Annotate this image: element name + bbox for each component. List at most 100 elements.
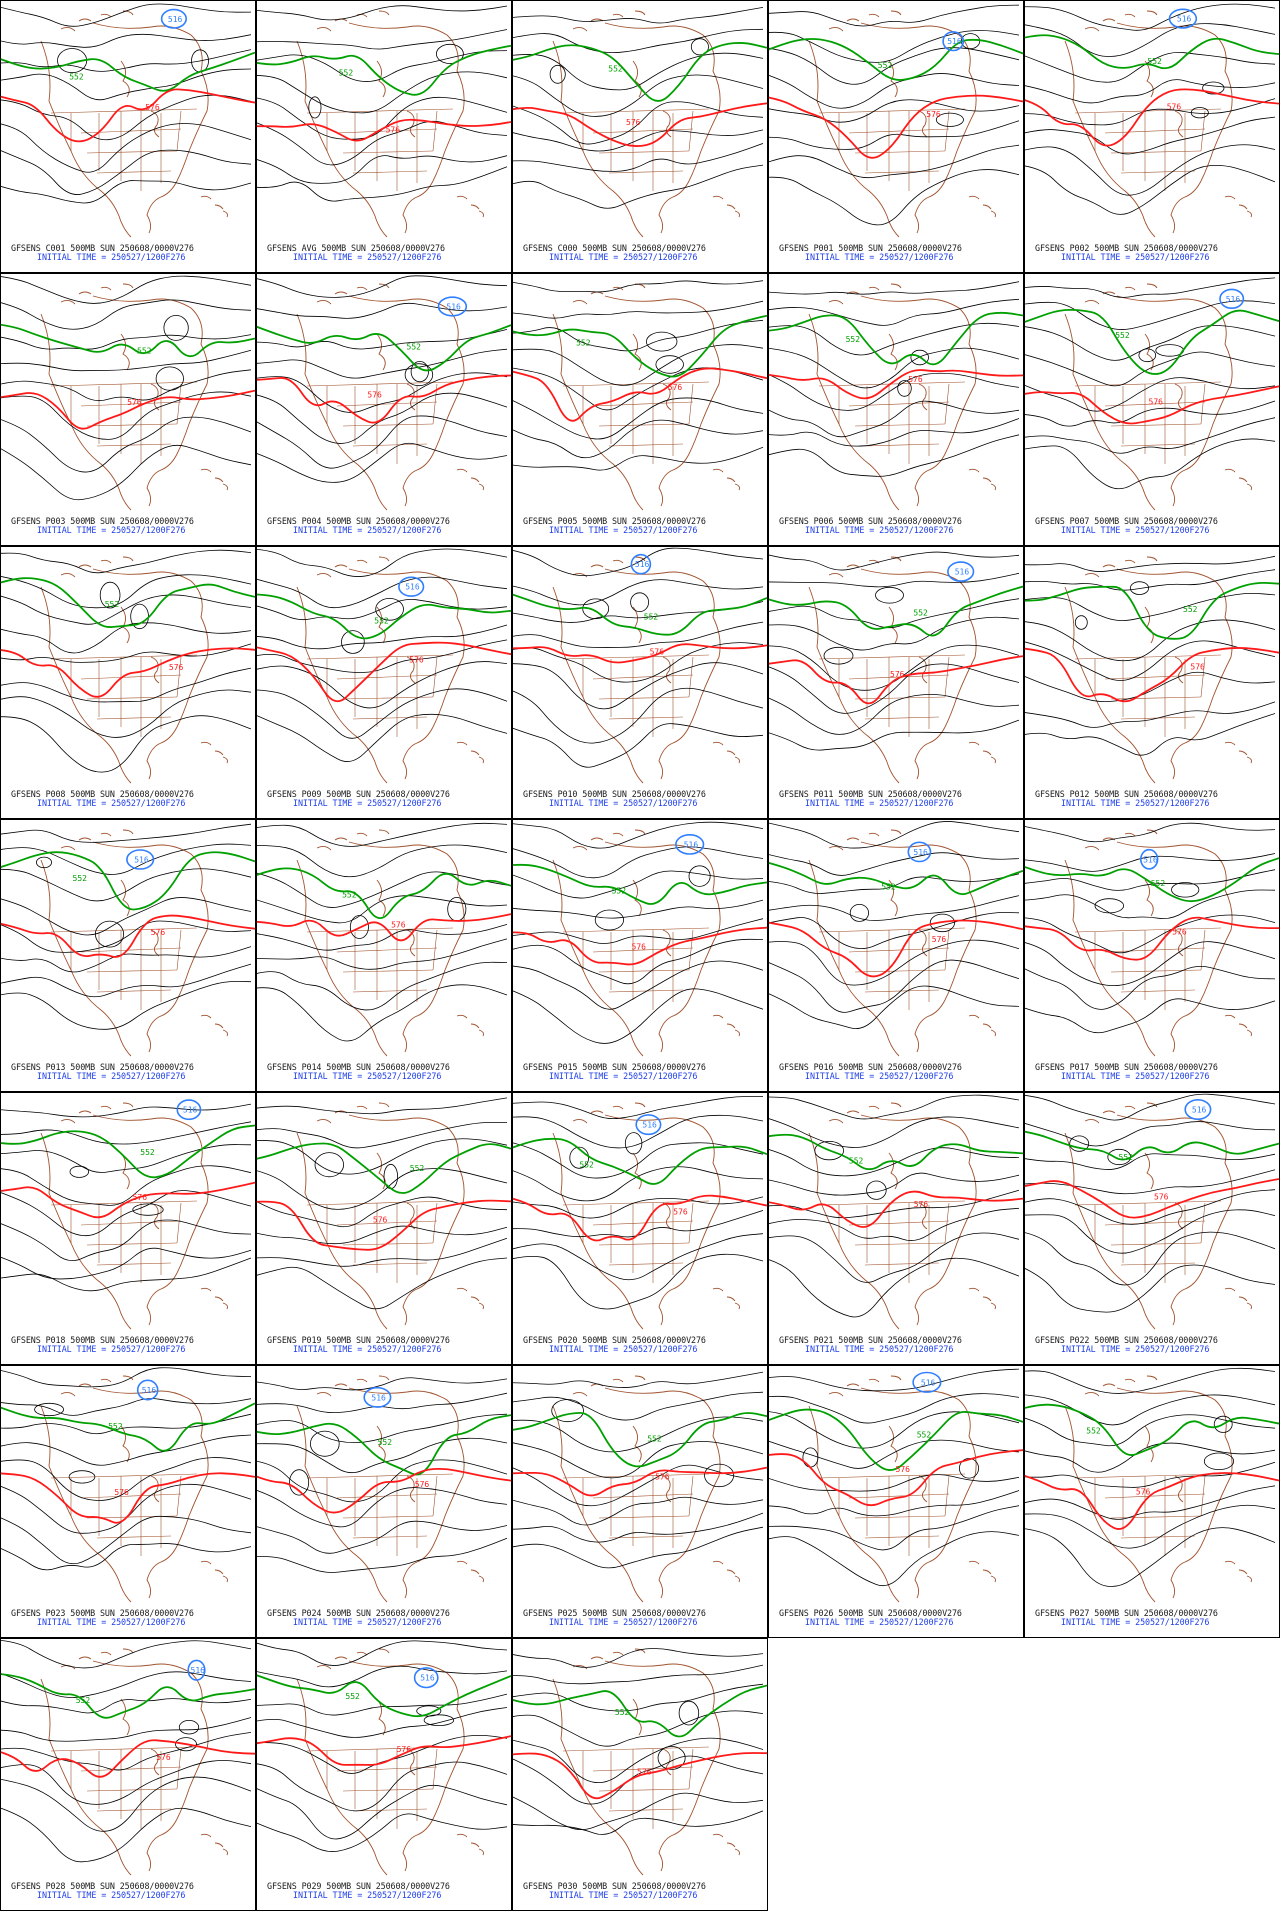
height-contour-line: [257, 1413, 508, 1444]
coastline: [402, 180, 434, 234]
contour-552-label: 552: [878, 61, 893, 70]
closed-height-contour: [582, 598, 610, 620]
contour-552-line: [769, 1408, 1023, 1471]
height-contour-line: [1, 123, 252, 173]
panel-initial-time: INITIAL TIME = 250527/1200F276: [37, 798, 186, 808]
height-contour-map: 552 576 516: [1, 823, 255, 1057]
coastline: [828, 1375, 902, 1397]
height-contour-line: [1, 3, 252, 27]
height-contour-line: [513, 344, 764, 386]
state-border: [688, 1202, 694, 1244]
coastline: [92, 1660, 209, 1820]
height-contour-line: [513, 1114, 764, 1149]
state-border: [598, 1242, 690, 1246]
contour-552-label: 552: [846, 335, 861, 344]
state-border: [608, 1535, 684, 1539]
height-contour-line: [513, 870, 764, 899]
coastline: [552, 1132, 644, 1330]
coastline: [604, 295, 721, 455]
ensemble-member-panel: 552 576 516 GFSENS P007 500MB SUN 250608/00…: [1024, 273, 1280, 546]
coastline: [918, 656, 928, 684]
height-contour-map: 552 576 516: [769, 551, 1023, 784]
height-contour-line: [257, 822, 508, 847]
coastline: [406, 383, 416, 411]
contour-576-line: [1, 914, 255, 958]
height-contour-map: 552 576: [513, 1648, 767, 1876]
height-contour-line: [769, 873, 1020, 894]
coastline: [658, 999, 690, 1053]
coastline: [712, 741, 740, 764]
height-contour-line: [1025, 1153, 1276, 1170]
coastline: [60, 556, 134, 578]
height-contour-line: [769, 73, 1020, 109]
height-contour-line: [769, 598, 1020, 629]
coastline: [1170, 180, 1202, 234]
height-contour-line: [513, 1441, 764, 1479]
state-border: [176, 929, 182, 971]
contour-552-label: 552: [1151, 879, 1166, 888]
state-border: [854, 423, 946, 427]
state-border: [944, 1202, 950, 1244]
height-contour-line: [1, 715, 252, 773]
panel-initial-time: INITIAL TIME = 250527/1200F276: [549, 798, 698, 808]
contour-576-label: 576: [151, 928, 166, 937]
coastline: [914, 726, 946, 780]
height-contour-line: [769, 572, 1020, 588]
coastline: [632, 1425, 642, 1463]
height-contour-line: [1, 416, 252, 473]
coastline: [316, 1102, 390, 1124]
height-contour-line: [1025, 1527, 1276, 1587]
coastline: [296, 586, 388, 784]
closed-height-contour: [289, 1469, 310, 1496]
contour-576-line: [257, 1735, 511, 1766]
coastline: [632, 1152, 642, 1190]
state-border: [944, 929, 950, 971]
panel-title: GFSENS P010 500MB SUN 250608/0000V276: [523, 789, 706, 799]
contour-552-label: 552: [1183, 605, 1198, 614]
ensemble-member-panel: 552 576 516 GFSENS P016 500MB SUN 250608/00…: [768, 819, 1024, 1092]
contour-552-label: 552: [1086, 1427, 1101, 1436]
contour-576-line: [1025, 647, 1279, 703]
coastline: [200, 195, 228, 218]
coastline: [662, 929, 672, 957]
ensemble-member-panel: 552 576 516 GFSENS P023 500MB SUN 250608/00…: [0, 1365, 256, 1638]
height-contour-line: [1, 689, 252, 738]
contour-576-line: [1, 1472, 255, 1524]
height-contour-map: 552 576: [769, 1094, 1023, 1330]
ensemble-member-panel: 552 576 GFSENS P012 500MB SUN 250608/0000V…: [1024, 546, 1280, 819]
coastline: [828, 10, 902, 32]
height-contour-line: [1025, 914, 1276, 954]
contour-552-line: [769, 861, 1023, 896]
coastline: [60, 1102, 134, 1124]
height-contour-line: [513, 988, 764, 1044]
height-contour-map: 552 576 516: [769, 1368, 1023, 1603]
height-contour-line: [1025, 417, 1276, 454]
height-contour-line: [1025, 1504, 1276, 1549]
ensemble-member-panel: 552 576 516 GFSENS P011 500MB SUN 250608/00…: [768, 546, 1024, 819]
contour-576-label: 576: [391, 920, 406, 929]
contour-576-line: [513, 1466, 767, 1497]
height-contour-line: [257, 1138, 508, 1175]
height-contour-line: [513, 642, 764, 683]
height-contour-line: [257, 329, 508, 350]
state-border: [1200, 1475, 1206, 1517]
ensemble-member-panel: 552 576 516 GFSENS P028 500MB SUN 250608/00…: [0, 1638, 256, 1911]
height-contour-line: [769, 693, 1020, 735]
coastline: [808, 313, 900, 511]
height-contour-line: [1, 622, 252, 654]
coastline: [658, 726, 690, 780]
coastline: [1064, 313, 1156, 511]
coastline: [1170, 1272, 1202, 1326]
coastline: [40, 1405, 132, 1603]
state-border: [562, 654, 710, 660]
coastline: [1170, 726, 1202, 780]
height-contour-line: [1025, 1394, 1276, 1426]
height-contour-line: [1025, 164, 1276, 215]
contour-low-label: 516: [947, 37, 962, 46]
height-contour-line: [769, 644, 1020, 691]
contour-low-loop: [160, 8, 187, 29]
coastline: [914, 453, 946, 507]
coastline: [146, 1545, 178, 1599]
state-border: [432, 1475, 438, 1517]
height-contour-line: [1, 33, 252, 48]
